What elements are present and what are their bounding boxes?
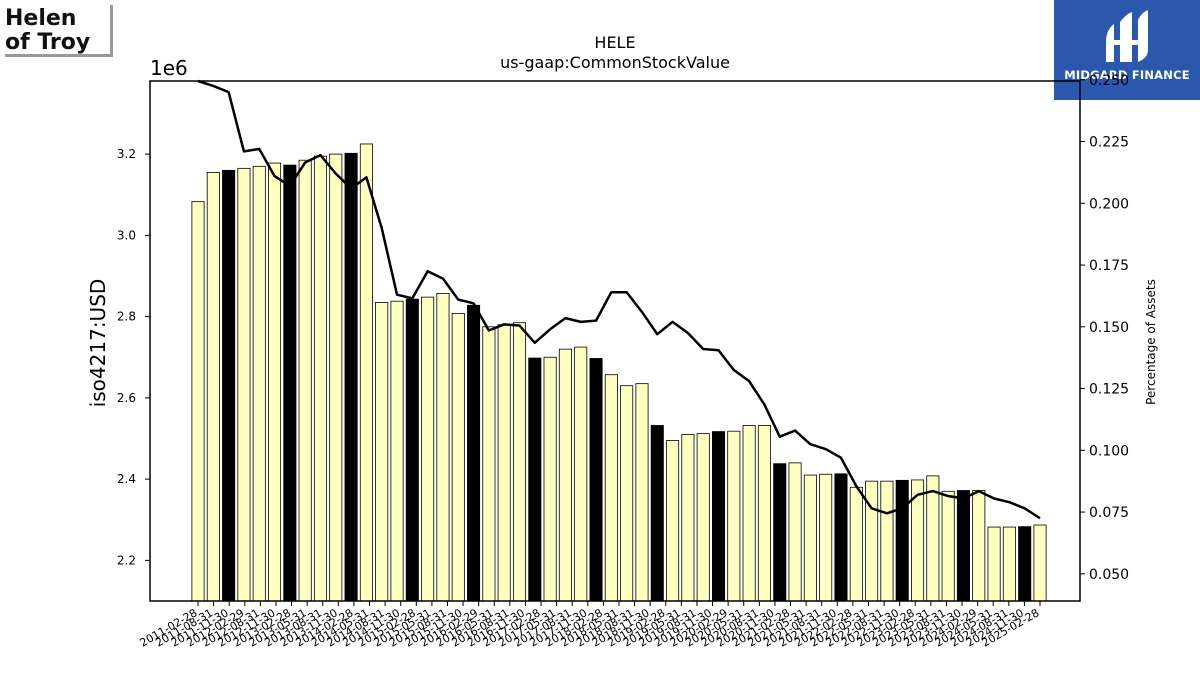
y2-tick-label: 0.200 xyxy=(1089,196,1129,212)
bar-2019-05-31 xyxy=(696,433,710,602)
y-tick-label: 3.0 xyxy=(117,228,136,242)
bar-2022-08-31 xyxy=(895,479,909,602)
y2-axis-label: Percentage of Assets xyxy=(1144,279,1158,405)
bar-2018-02-28 xyxy=(620,385,634,602)
logo-right-name: MIDGARD FINANCE xyxy=(1064,68,1190,82)
bar-2012-08-31 xyxy=(283,164,297,602)
bar-2020-02-29 xyxy=(742,425,756,602)
bar-2011-08-31 xyxy=(222,169,236,602)
bar-2024-05-31 xyxy=(1002,526,1016,602)
bar-2021-02-28 xyxy=(803,474,817,602)
bar-2022-05-31 xyxy=(880,480,894,602)
bar-2023-02-28 xyxy=(926,475,940,602)
bar-2017-08-31 xyxy=(589,358,603,602)
bar-2024-08-31 xyxy=(1018,526,1032,602)
bar-2016-02-29 xyxy=(497,324,511,602)
bar-2017-11-30 xyxy=(604,374,618,602)
bar-2011-11-30 xyxy=(237,167,251,602)
bar-2020-05-31 xyxy=(757,425,771,602)
bar-2024-11-30 xyxy=(1033,524,1047,602)
bar-2014-02-28 xyxy=(375,302,389,602)
bar-2022-02-28 xyxy=(865,480,879,602)
bar-2014-11-30 xyxy=(421,296,435,602)
y-offset-label: 1e6 xyxy=(150,56,188,80)
helen-of-troy-logo: Helen of Troy xyxy=(5,5,113,57)
y2-tick-label: 0.150 xyxy=(1089,320,1129,336)
midgard-emblem-icon xyxy=(1106,10,1148,62)
y-tick-label: 2.6 xyxy=(117,391,136,405)
bar-2023-11-30 xyxy=(972,490,986,602)
y2-tick-label: 0.225 xyxy=(1089,135,1129,151)
bar-2018-05-31 xyxy=(635,383,649,602)
y-axis-label: iso4217:USD xyxy=(86,279,110,408)
midgard-finance-logo: MIDGARD FINANCE xyxy=(1054,0,1200,100)
y2-tick-label: 0.075 xyxy=(1089,505,1129,521)
bar-2021-08-31 xyxy=(834,473,848,602)
bar-2011-02-28 xyxy=(191,201,205,602)
y2-tick-label: 0.050 xyxy=(1089,567,1129,583)
bar-2023-08-31 xyxy=(956,490,970,602)
bar-2018-08-31 xyxy=(650,425,664,602)
bar-2012-02-29 xyxy=(252,165,266,602)
bar-2018-11-30 xyxy=(666,440,680,602)
bar-2016-08-31 xyxy=(528,357,542,602)
bar-2014-08-31 xyxy=(405,298,419,602)
y-tick-label: 2.2 xyxy=(117,553,136,567)
bar-2020-08-31 xyxy=(773,463,787,602)
bar-2011-05-31 xyxy=(206,172,220,602)
bar-2013-02-28 xyxy=(313,155,328,602)
bar-2019-02-28 xyxy=(681,434,695,602)
logo-left-line2: of Troy xyxy=(5,30,91,55)
y2-tick-label: 0.250 xyxy=(1089,73,1129,89)
bar-2013-05-31 xyxy=(329,153,343,602)
y2-tick-label: 0.125 xyxy=(1089,382,1129,398)
bar-2015-08-31 xyxy=(467,304,481,602)
line-series-percentage-of-assets xyxy=(197,79,1041,520)
bar-2012-05-31 xyxy=(268,162,282,602)
bar-2019-11-30 xyxy=(727,430,741,602)
y-tick-label: 2.4 xyxy=(117,472,136,486)
bar-2020-11-30 xyxy=(788,462,802,602)
bar-2016-11-30 xyxy=(543,356,557,602)
bar-2013-11-30 xyxy=(359,143,373,602)
bar-2014-05-31 xyxy=(390,300,404,602)
bar-2017-02-28 xyxy=(558,348,572,602)
chart-subtitle: us-gaap:CommonStockValue xyxy=(500,53,730,72)
bar-2015-02-28 xyxy=(436,293,450,602)
bar-2017-05-31 xyxy=(574,346,588,602)
y-tick-label: 3.2 xyxy=(117,147,136,161)
bar-2013-08-31 xyxy=(344,152,358,602)
bar-2024-02-29 xyxy=(987,526,1001,602)
plot-frame xyxy=(149,80,1081,602)
y-tick-label: 2.8 xyxy=(117,310,136,324)
bar-2021-11-30 xyxy=(849,486,863,602)
bar-2019-08-31 xyxy=(711,431,726,602)
bar-2015-11-30 xyxy=(482,326,496,602)
bar-2023-05-31 xyxy=(941,490,955,602)
bar-2016-05-31 xyxy=(512,322,527,602)
y2-tick-label: 0.175 xyxy=(1089,258,1129,274)
bar-2012-11-30 xyxy=(298,159,312,602)
y2-tick-label: 0.100 xyxy=(1089,443,1129,459)
bar-2021-05-31 xyxy=(819,473,833,602)
chart-title: HELE xyxy=(594,33,635,52)
bar-2015-05-31 xyxy=(451,312,465,602)
logo-left-line1: Helen xyxy=(5,6,77,31)
